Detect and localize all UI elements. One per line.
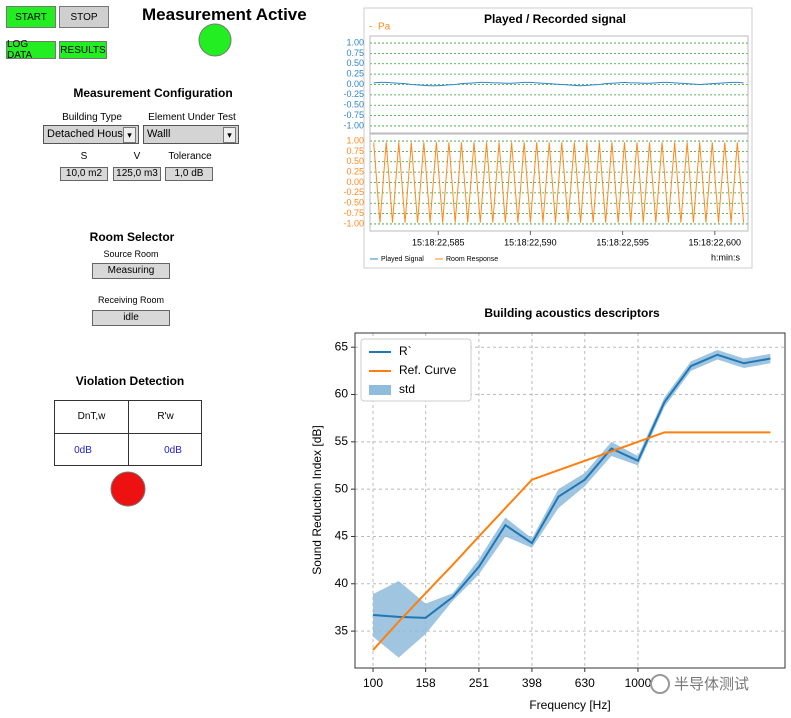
field-label: V — [133, 151, 141, 162]
chart-title: Played / Recorded signal — [484, 12, 626, 26]
receiving-room[interactable]: idle — [92, 310, 170, 326]
x-tick-label: 100 — [363, 676, 383, 690]
y-unit: Pa — [378, 22, 391, 33]
y-tick-label: -1.00 — [343, 218, 364, 228]
y-tick-label: 50 — [335, 481, 349, 495]
legend-label: Ref. Curve — [399, 363, 457, 377]
y-tick-label: -0.25 — [343, 89, 364, 99]
x-tick-label: 1000 — [625, 676, 652, 690]
x-tick-label: 630 — [575, 676, 595, 690]
source-room[interactable]: Measuring — [92, 263, 170, 279]
field-label: Element Under Test — [148, 112, 236, 123]
series-line — [372, 353, 771, 619]
table-header: DnT,w — [77, 411, 106, 422]
tolerance-value: 1,0 dB — [165, 167, 213, 181]
v-value: 125,0 m3 — [113, 167, 161, 181]
y-tick-label: 0.75 — [346, 146, 364, 156]
y-tick-label: 35 — [335, 623, 349, 637]
violation-led — [110, 471, 146, 507]
x-tick-label: 15:18:22,595 — [596, 237, 649, 247]
y-tick-label: -0.25 — [343, 187, 364, 197]
legend-label: std — [399, 382, 415, 396]
x-tick-label: 15:18:22,590 — [504, 237, 557, 247]
violation-table: DnT,w R'w 0dB 0dB — [54, 400, 202, 466]
divider — [55, 433, 201, 434]
x-axis-label: Frequency [Hz] — [529, 698, 610, 712]
chart-title: Building acoustics descriptors — [484, 306, 660, 320]
status-led — [198, 23, 232, 57]
legend-label: Room Response — [446, 256, 498, 263]
field-label: Receiving Room — [97, 295, 165, 305]
x-unit: h:min:s — [711, 252, 741, 262]
y-tick-label: 45 — [335, 529, 349, 543]
x-tick-label: 158 — [416, 676, 436, 690]
section-title: Violation Detection — [75, 374, 185, 388]
y-tick-label: -0.50 — [343, 100, 364, 110]
s-value: 10,0 m2 — [60, 167, 108, 181]
y-tick-label: 0.50 — [346, 156, 364, 166]
y-axis-label: Sound Reduction Index [dB] — [310, 425, 324, 574]
y-tick-label: -0.75 — [343, 208, 364, 218]
y-tick-label: 40 — [335, 576, 349, 590]
y-tick-label: 0.00 — [346, 79, 364, 89]
y-tick-label: 0.25 — [346, 167, 364, 177]
watermark-icon — [650, 674, 670, 694]
table-value: 0dB — [74, 445, 92, 456]
signal-line — [373, 81, 744, 87]
x-tick-label: 251 — [469, 676, 489, 690]
y-tick-label: 1.00 — [346, 37, 364, 47]
results-button[interactable]: RESULTS — [59, 41, 107, 59]
element-dropdown[interactable]: Walll — [143, 125, 239, 144]
section-title: Room Selector — [89, 230, 175, 244]
y-tick-label: 65 — [335, 339, 349, 353]
plot-frame — [354, 332, 786, 669]
field-label: Source Room — [103, 249, 159, 259]
log-data-button[interactable]: LOG DATA — [6, 39, 56, 61]
y-tick-label: -0.50 — [343, 198, 364, 208]
x-tick-label: 15:18:22,600 — [689, 237, 742, 247]
y-tick-label: 0.75 — [346, 48, 364, 58]
legend-label: R` — [399, 344, 412, 358]
section-title: Measurement Configuration — [73, 86, 233, 100]
field-label: S — [80, 151, 88, 162]
y-tick-label: 1.00 — [346, 135, 364, 145]
plot-frame — [369, 35, 749, 134]
legend-swatch — [369, 385, 391, 395]
x-tick-label: 398 — [522, 676, 542, 690]
y-tick-label: 55 — [335, 434, 349, 448]
x-tick-label: 15:18:22,585 — [412, 237, 465, 247]
y-tick-label: -1.00 — [343, 120, 364, 130]
status-text: Measurement Active — [142, 5, 307, 24]
signal-line — [373, 142, 745, 223]
building-type-dropdown[interactable]: Detached House — [43, 125, 139, 144]
plot-frame — [369, 133, 749, 232]
field-label: Building Type — [62, 112, 122, 123]
legend-label: Played Signal — [381, 256, 424, 263]
series-line — [372, 431, 771, 651]
y-tick-label: 60 — [335, 387, 349, 401]
table-header: R'w — [157, 411, 174, 422]
y-tick-label: 0.00 — [346, 177, 364, 187]
unit-marker: - — [369, 22, 372, 33]
table-value: 0dB — [164, 445, 182, 456]
watermark: 半导体测试 — [674, 676, 749, 693]
y-tick-label: 0.50 — [346, 58, 364, 68]
field-label: Tolerance — [168, 151, 212, 162]
start-button[interactable]: START — [6, 6, 56, 28]
y-tick-label: 0.25 — [346, 69, 364, 79]
std-band — [373, 350, 771, 658]
stop-button[interactable]: STOP — [59, 6, 109, 28]
y-tick-label: -0.75 — [343, 110, 364, 120]
signal-panel — [363, 7, 753, 269]
